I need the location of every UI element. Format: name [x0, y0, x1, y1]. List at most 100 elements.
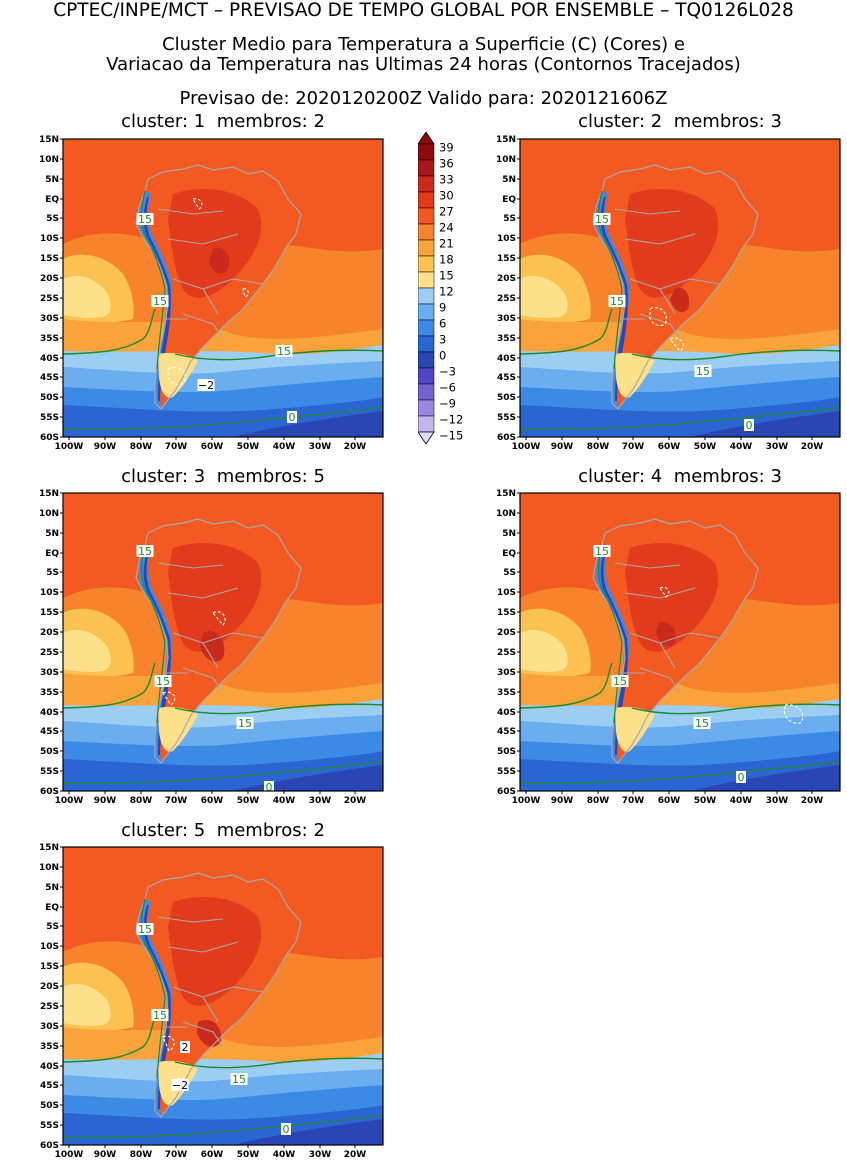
- lat-tick-label: 10N: [39, 863, 59, 873]
- country-border: [182, 1021, 224, 1048]
- cold-band: [233, 1119, 383, 1145]
- lat-tick-label: 5S: [503, 214, 516, 224]
- lon-tick-label: 30W: [766, 442, 789, 452]
- map-svg: 15 15 15 −2 0 15N 10N 5N EQ 5S 10S 15S 20S 25S 30S 35S 4…: [39, 135, 384, 452]
- lat-tick-label: 50S: [497, 393, 516, 403]
- patagonia-cool: [158, 706, 198, 752]
- contour-label-bg: [197, 379, 215, 391]
- contour-label-bg: [593, 213, 611, 225]
- coastline: [135, 872, 302, 1118]
- lat-tick-label: 5S: [503, 568, 516, 578]
- contour-label: 0: [266, 781, 273, 794]
- country-border: [167, 233, 239, 245]
- colorbar-swatch: [417, 271, 435, 289]
- colorbar-label: 24: [439, 221, 454, 235]
- coastline: [135, 164, 302, 410]
- contour-label-bg: [136, 545, 154, 557]
- lat-tick-label: 15S: [40, 254, 59, 264]
- contour-label: −2: [198, 379, 214, 392]
- subtitle-line-2: Variacao da Temperatura nas Ultimas 24 h…: [106, 54, 741, 75]
- lat-tick-label: 15N: [39, 843, 59, 853]
- lat-tick-label: 40S: [40, 354, 59, 364]
- lon-tick-label: 50W: [237, 442, 260, 452]
- contour-0: [63, 1114, 383, 1138]
- lon-tick-label: 60W: [201, 442, 224, 452]
- hot-spot: [197, 1019, 222, 1047]
- lon-tick-label: 80W: [130, 442, 153, 452]
- contour-0: [63, 760, 383, 784]
- contour-label: 15: [138, 545, 152, 558]
- contour-0: [520, 406, 840, 430]
- cold-band: [690, 411, 840, 437]
- lat-tick-label: 15S: [497, 254, 516, 264]
- hot-spot: [670, 287, 690, 312]
- lon-tick-label: 90W: [94, 442, 117, 452]
- colorbar-label: −15: [439, 429, 463, 443]
- map-panel-cluster-5: 15 15 2 −2 15 0 15N 10N 5N EQ 5S 10S 15S 20S 25S 30S 35S…: [39, 843, 384, 1160]
- lat-tick-label: 5N: [502, 175, 516, 185]
- patagonia-cool: [615, 352, 655, 398]
- delta-t-contour: [162, 1035, 175, 1052]
- colorbar-swatch: [417, 335, 435, 353]
- midlat-band: [63, 319, 383, 354]
- colorbar-label: 21: [439, 237, 454, 251]
- lat-tick-label: 45S: [40, 727, 59, 737]
- map-frame: [519, 138, 841, 438]
- lon-tick-label: 40W: [730, 442, 753, 452]
- country-border: [624, 587, 696, 599]
- lon-tick-label: 60W: [658, 796, 681, 806]
- hot-spot: [200, 631, 225, 662]
- colorbar-swatch: [417, 415, 435, 433]
- country-border: [167, 941, 239, 953]
- colorbar-label: 39: [439, 141, 454, 155]
- map-svg: 15 15 15 0 15N 10N 5N EQ 5S 10S 15S 20S 25S 30S 35S 40S…: [496, 489, 841, 806]
- lat-tick-label: 10S: [497, 234, 516, 244]
- lat-tick-label: 45S: [497, 373, 516, 383]
- lon-tick-label: 60W: [201, 796, 224, 806]
- lat-tick-label: EQ: [45, 195, 59, 205]
- colorbar-swatch: [417, 223, 435, 241]
- lat-tick-label: 60S: [497, 787, 516, 797]
- lon-tick-label: 70W: [165, 442, 188, 452]
- lat-tick-label: 20S: [497, 628, 516, 638]
- map-panel-cluster-1: 15 15 15 −2 0 15N 10N 5N EQ 5S 10S 15S 20S 25S 30S 35S 4…: [39, 135, 384, 452]
- lon-tick-label: 90W: [551, 442, 574, 452]
- contour-label: 15: [153, 295, 167, 308]
- subtropical-west-core: [520, 275, 568, 318]
- contour-label: 15: [138, 213, 152, 226]
- lat-tick-label: 10N: [39, 155, 59, 165]
- lat-tick-label: 55S: [40, 767, 59, 777]
- country-border: [202, 986, 264, 998]
- colorbar-label: 27: [439, 205, 454, 219]
- contour-label: 15: [277, 345, 291, 358]
- contour-label: 0: [289, 411, 296, 424]
- colorbar-label: 0: [439, 349, 446, 363]
- delta-t-contour: [162, 691, 176, 706]
- colorbar-label: 30: [439, 189, 454, 203]
- contour-15: [520, 308, 840, 361]
- lat-tick-label: 10N: [496, 155, 516, 165]
- lat-tick-label: 45S: [40, 373, 59, 383]
- colorbar-swatch: [417, 399, 435, 417]
- colorbar-swatch: [417, 207, 435, 225]
- lon-tick-label: 90W: [94, 796, 117, 806]
- lat-tick-label: 35S: [40, 1042, 59, 1052]
- panel-title-5: cluster: 5 membros: 2: [121, 820, 325, 841]
- coastline: [135, 518, 302, 764]
- midlat-band: [520, 319, 840, 354]
- lat-tick-label: 35S: [40, 334, 59, 344]
- lat-tick-label: 25S: [497, 294, 516, 304]
- contour-label: 0: [746, 419, 753, 432]
- lon-tick-label: 50W: [237, 796, 260, 806]
- delta-t-contour: [783, 704, 804, 724]
- map-frame: [519, 492, 841, 792]
- map-frame: [62, 138, 384, 438]
- lat-tick-label: 30S: [40, 668, 59, 678]
- andes-coldest-core: [600, 197, 628, 401]
- colorbar-label: 36: [439, 157, 454, 171]
- lat-tick-label: 25S: [497, 648, 516, 658]
- contour-label-bg: [136, 213, 154, 225]
- colorbar-label: −12: [439, 413, 463, 427]
- lat-tick-label: 5S: [46, 568, 59, 578]
- contour-label: −2: [172, 1079, 188, 1092]
